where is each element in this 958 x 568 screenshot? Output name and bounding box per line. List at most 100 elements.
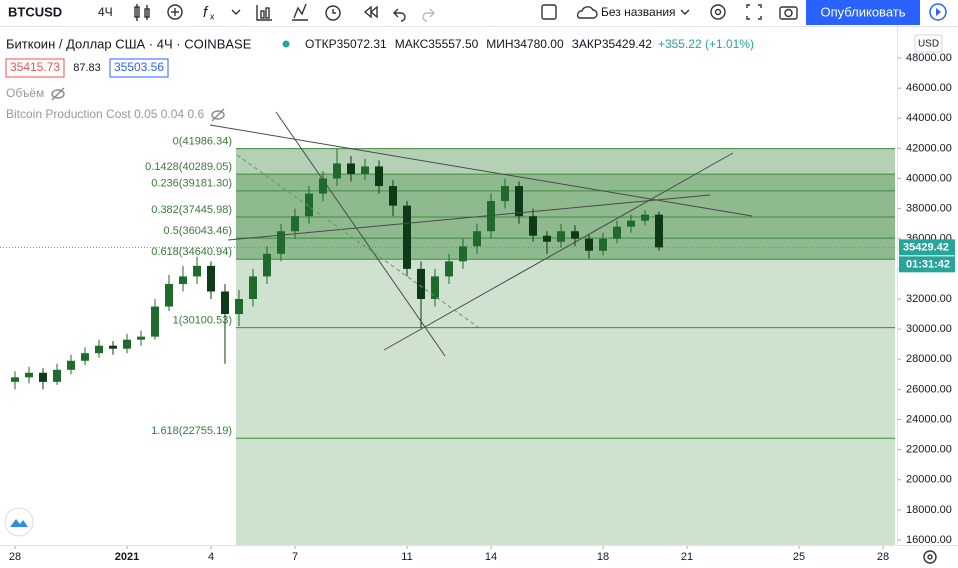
publish-button[interactable]	[806, 0, 920, 25]
candle-body	[319, 178, 327, 194]
alarm-icon[interactable]	[325, 5, 341, 21]
candle-body	[501, 186, 509, 202]
settings-icon[interactable]	[923, 550, 937, 564]
candle-body	[137, 336, 145, 340]
fib-label: 0.382(37445.98)	[151, 204, 232, 216]
replay-icon[interactable]	[363, 5, 378, 19]
candle-body	[25, 372, 33, 378]
ohlc-item: ОТКР35072.31	[305, 37, 387, 51]
play-button[interactable]	[929, 3, 947, 21]
redo[interactable]	[422, 8, 435, 22]
candle-body	[249, 276, 257, 299]
trend-line	[209, 124, 753, 217]
chevron[interactable]	[231, 9, 241, 15]
candle-body	[389, 186, 397, 206]
currency: USD	[918, 39, 939, 50]
fib-zone	[236, 148, 895, 175]
fullscreen-icon[interactable]	[746, 4, 762, 20]
candle-body	[361, 166, 369, 174]
fib-trend	[236, 154, 479, 328]
candle-body	[277, 231, 285, 254]
snapshot-icon[interactable]	[779, 6, 798, 20]
fib-label: 1(30100.53)	[173, 315, 232, 327]
x-tick-label: 28	[9, 551, 21, 563]
fib-label: 1.618(22755.19)	[151, 425, 232, 437]
last-price-label: 35429.42	[903, 241, 949, 253]
candle-body	[627, 220, 635, 227]
fib-label: 0(41986.34)	[173, 135, 232, 147]
trend-line	[275, 111, 446, 357]
candle-body	[431, 276, 439, 299]
cloud-icon	[576, 6, 598, 19]
candle-body	[599, 238, 607, 251]
y-tick-label: 18000.00	[906, 504, 952, 516]
publish-label: Опубликовать	[820, 4, 905, 19]
candle-body	[81, 353, 89, 361]
x-tick-label: 18	[597, 551, 609, 563]
toolbar: BTCUSD 4Ч f x Без названия Опубликовать	[0, 0, 958, 27]
hidden-icon[interactable]	[211, 108, 225, 122]
play-icon	[936, 8, 941, 16]
candle-body	[67, 360, 75, 370]
timer: 01:31:42	[906, 258, 950, 270]
fib-label: 0.236(39181.30)	[151, 178, 232, 190]
checkbox[interactable]	[541, 4, 557, 20]
undo[interactable]	[393, 8, 406, 22]
candle-body	[543, 235, 551, 242]
logo-mark	[10, 519, 28, 527]
candle-body	[515, 186, 523, 217]
legend: Биткоин / Доллар США · 4Ч · COINBASE ОТК…	[5, 36, 754, 122]
candle-body	[123, 339, 131, 349]
templates-icon[interactable]	[256, 5, 272, 21]
x-tick-label: 28	[877, 551, 889, 563]
y-tick-label: 32000.00	[906, 293, 952, 305]
candle-body	[655, 214, 663, 248]
ohlc: ОТКР35072.31 МАКС35557.50 МИН34780.00 ЗАКР3…	[305, 37, 754, 51]
timer-box	[899, 256, 955, 273]
interval[interactable]: 4Ч	[98, 5, 113, 19]
candle-body	[375, 166, 383, 187]
volume-label: Объём	[6, 86, 44, 100]
candle-body	[221, 291, 229, 315]
candle-body	[291, 216, 299, 232]
settings-icon[interactable]	[710, 4, 726, 20]
fib-label: 0.618(34640.94)	[151, 246, 232, 258]
y-tick-label: 20000.00	[906, 474, 952, 486]
bid: 35415.73	[10, 60, 60, 74]
chevron[interactable]	[680, 9, 690, 15]
candle-body	[459, 246, 467, 262]
fx-icon[interactable]: f	[203, 4, 209, 21]
spread: 87.83	[73, 62, 101, 74]
price-axis: USD	[897, 27, 943, 545]
layout-name[interactable]: Без названия	[601, 5, 676, 19]
candle-body	[305, 193, 313, 217]
candle-body	[473, 231, 481, 247]
candle-body	[11, 377, 19, 382]
legend-title: Биткоин / Доллар США · 4Ч · COINBASE	[6, 36, 252, 51]
y-tick-label: 30000.00	[906, 323, 952, 335]
indicator-label: Bitcoin Production Cost 0.05 0.04 0.6	[6, 107, 204, 121]
candle-body	[193, 265, 201, 277]
candle-body	[165, 283, 173, 307]
x-tick-label: 2021	[115, 551, 139, 563]
y-tick-label: 22000.00	[906, 444, 952, 456]
logo	[4, 507, 34, 537]
last-price-box	[899, 239, 955, 256]
candle-body	[557, 231, 565, 242]
candle-body	[487, 201, 495, 232]
alert-icon[interactable]	[292, 3, 308, 21]
symbol[interactable]: BTCUSD	[8, 4, 62, 19]
hidden-icon[interactable]	[51, 87, 65, 101]
candle-body	[207, 265, 215, 292]
candle-body	[263, 253, 271, 277]
fib-label: 0.5(36043.46)	[164, 225, 233, 237]
indicators-icon[interactable]	[167, 4, 183, 20]
y-tick-label: 40000.00	[906, 172, 952, 184]
candle-body	[333, 163, 341, 179]
candle-type-icon[interactable]	[134, 4, 150, 21]
y-tick-label: 46000.00	[906, 82, 952, 94]
candle-body	[235, 299, 243, 315]
ask-box	[109, 58, 169, 78]
candle-body	[529, 216, 537, 236]
